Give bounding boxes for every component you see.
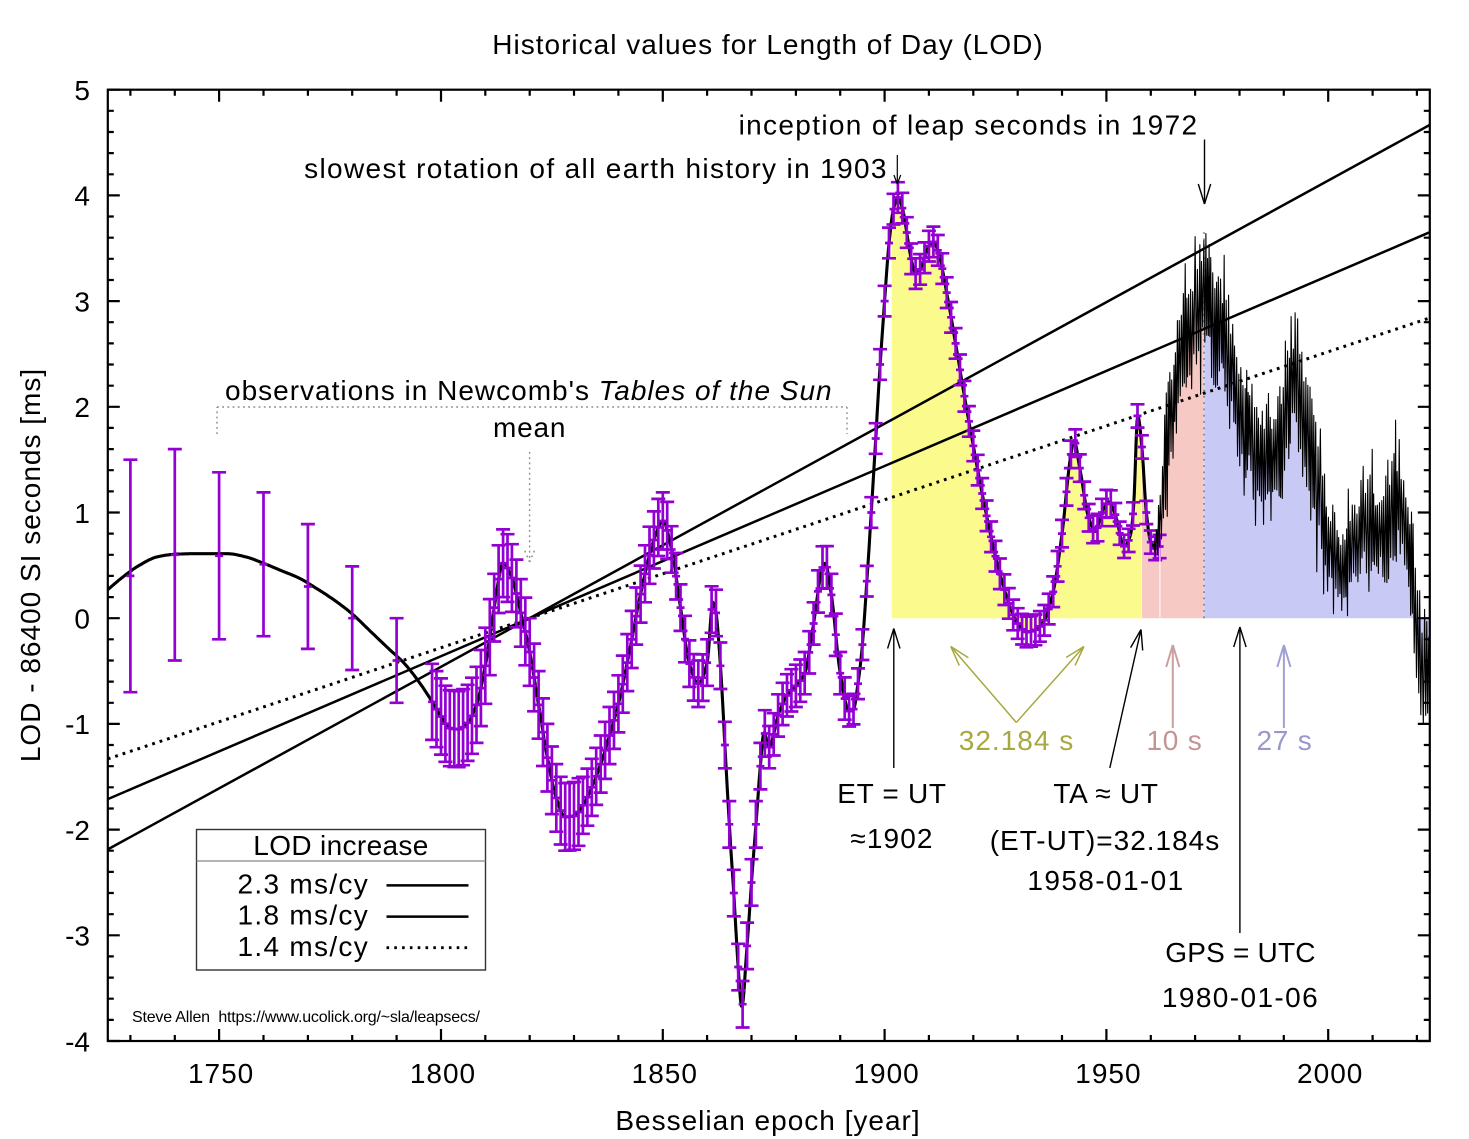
svg-text:(ET-UT)=32.184s: (ET-UT)=32.184s: [990, 825, 1221, 856]
svg-text:1850: 1850: [632, 1058, 698, 1089]
svg-text:10 s: 10 s: [1146, 725, 1202, 756]
svg-text:1980-01-06: 1980-01-06: [1162, 982, 1319, 1013]
svg-text:27 s: 27 s: [1256, 725, 1312, 756]
svg-text:LOD - 86400 SI seconds [ms]: LOD - 86400 SI seconds [ms]: [15, 368, 46, 762]
svg-text:32.184 s: 32.184 s: [959, 725, 1074, 756]
svg-text:Steve Allen https://www.ucoli: Steve Allen https://www.ucolick.org/~sla…: [132, 1009, 481, 1026]
svg-text:-2: -2: [65, 815, 90, 846]
svg-text:-4: -4: [65, 1026, 90, 1057]
svg-text:1.4 ms/cy: 1.4 ms/cy: [238, 931, 370, 962]
svg-text:observations in Newcomb's Tabl: observations in Newcomb's Tables of the …: [225, 375, 833, 406]
svg-text:1958-01-01: 1958-01-01: [1027, 865, 1184, 896]
svg-text:TA ≈ UT: TA ≈ UT: [1053, 778, 1158, 809]
svg-text:-3: -3: [65, 921, 90, 952]
svg-text:inception of leap seconds in 1: inception of leap seconds in 1972: [739, 110, 1199, 141]
svg-text:Historical values for Length o: Historical values for Length of Day (LOD…: [492, 29, 1043, 60]
svg-text:1: 1: [74, 498, 90, 529]
svg-text:2.3 ms/cy: 2.3 ms/cy: [238, 869, 370, 900]
svg-text:0: 0: [74, 604, 90, 635]
svg-text:1800: 1800: [410, 1058, 476, 1089]
svg-text:2000: 2000: [1297, 1058, 1363, 1089]
svg-text:3: 3: [74, 286, 90, 317]
svg-text:GPS = UTC: GPS = UTC: [1165, 937, 1315, 968]
svg-text:-1: -1: [65, 709, 90, 740]
svg-text:≈1902: ≈1902: [850, 823, 933, 854]
svg-text:1950: 1950: [1075, 1058, 1141, 1089]
svg-text:2: 2: [74, 392, 90, 423]
svg-text:1.8 ms/cy: 1.8 ms/cy: [238, 900, 370, 931]
svg-text:Besselian epoch [year]: Besselian epoch [year]: [615, 1105, 920, 1136]
svg-text:slowest rotation of all earth: slowest rotation of all earth history in…: [304, 153, 888, 184]
svg-text:mean: mean: [493, 412, 566, 443]
svg-text:1750: 1750: [188, 1058, 254, 1089]
svg-text:1900: 1900: [853, 1058, 919, 1089]
svg-text:5: 5: [74, 75, 90, 106]
svg-text:LOD increase: LOD increase: [253, 830, 428, 861]
svg-text:ET = UT: ET = UT: [837, 778, 946, 809]
svg-text:4: 4: [74, 181, 90, 212]
